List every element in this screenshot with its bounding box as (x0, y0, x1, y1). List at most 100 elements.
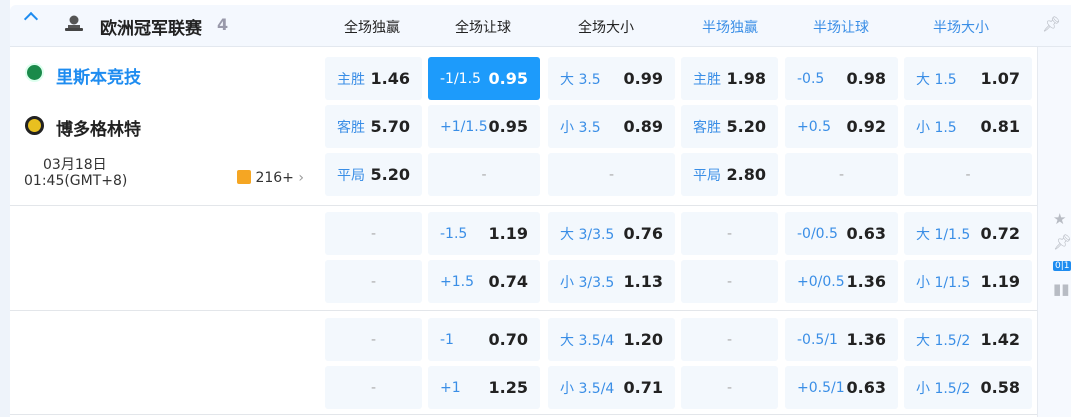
odds-line: +1/1.5 (440, 118, 488, 135)
league-name: 欧洲冠军联赛 (100, 19, 202, 39)
odds-line: -0.5/1 (797, 331, 838, 348)
odds-cell-empty: - (325, 318, 422, 361)
odds-cell[interactable]: 大 3.5 0.99 (548, 57, 675, 100)
odds-value: 1.98 (726, 69, 766, 88)
odds-cell[interactable]: +0.5 0.92 (785, 105, 898, 148)
odds-value: 1.42 (980, 330, 1020, 349)
odds-cell[interactable]: 大 1.5 1.07 (904, 57, 1032, 100)
odds-cell[interactable]: -1/1.5 0.95 (428, 57, 540, 100)
odds-cell[interactable]: 小 1.5/2 0.58 (904, 366, 1032, 409)
odds-cell[interactable]: +1.5 0.74 (428, 260, 540, 303)
more-markets-link[interactable]: 216+ › (237, 170, 304, 186)
odds-cell[interactable]: 小 3/3.5 1.13 (548, 260, 675, 303)
score-badge[interactable]: 0|1 (1053, 261, 1071, 271)
odds-line: 大 3.5 (560, 71, 601, 88)
odds-value: 0.89 (623, 117, 663, 136)
pin-icon[interactable]: 📌︎ (1053, 233, 1071, 251)
odds-line: 大 1.5/2 (916, 332, 971, 349)
home-team-logo (25, 63, 44, 82)
odds-line: +1.5 (440, 273, 474, 290)
odds-value: 1.19 (488, 224, 528, 243)
odds-cell[interactable]: -0.5 0.98 (785, 57, 898, 100)
odds-value: 0.98 (846, 69, 886, 88)
odds-cell[interactable]: 小 3.5/4 0.71 (548, 366, 675, 409)
odds-cell[interactable]: +0.5/1 0.63 (785, 366, 898, 409)
odds-value: 0.58 (980, 378, 1020, 397)
odds-cell[interactable]: 客胜 5.70 (325, 105, 422, 148)
away-team-name[interactable]: 博多格林特 (56, 120, 141, 140)
odds-value: 2.80 (726, 165, 766, 184)
match-time: 01:45(GMT+8) (24, 173, 128, 189)
odds-line: 小 1.5/2 (916, 380, 971, 397)
odds-cell[interactable]: 主胜 1.46 (325, 57, 422, 100)
odds-line: 平局 (693, 167, 721, 184)
odds-line: 小 1.5 (916, 119, 957, 136)
odds-cell[interactable]: 小 1.5 0.81 (904, 105, 1032, 148)
odds-cell[interactable]: 大 3/3.5 0.76 (548, 212, 675, 255)
odds-value: 0.72 (980, 224, 1020, 243)
odds-cell[interactable]: 大 3.5/4 1.20 (548, 318, 675, 361)
odds-value: 5.20 (726, 117, 766, 136)
odds-cell[interactable]: -0/0.5 0.63 (785, 212, 898, 255)
column-header: 半场大小 (933, 20, 989, 36)
odds-line: +0.5 (797, 118, 831, 135)
odds-cell[interactable]: +1/1.5 0.95 (428, 105, 540, 148)
odds-cell[interactable]: 主胜 1.98 (681, 57, 778, 100)
odds-cell[interactable]: -0.5/1 1.36 (785, 318, 898, 361)
odds-cell[interactable]: 平局 2.80 (681, 153, 778, 196)
odds-line: 小 3.5 (560, 119, 601, 136)
odds-cell-empty: - (904, 153, 1032, 196)
odds-line: 小 1/1.5 (916, 274, 971, 291)
odds-value: 5.20 (370, 165, 410, 184)
odds-value: 5.70 (370, 117, 410, 136)
odds-value: 1.36 (846, 272, 886, 291)
odds-value: 1.19 (980, 272, 1020, 291)
odds-value: 1.25 (488, 378, 528, 397)
odds-cell[interactable]: 大 1/1.5 0.72 (904, 212, 1032, 255)
odds-value: 0.95 (488, 117, 528, 136)
odds-cell-empty: - (785, 153, 898, 196)
markets-icon (237, 170, 251, 184)
pin-icon[interactable]: 📌︎ (1042, 15, 1062, 33)
odds-line: -1/1.5 (440, 70, 481, 87)
column-header: 半场让球 (813, 20, 869, 36)
odds-cell-empty: - (681, 260, 778, 303)
stats-icon[interactable]: ▮▮ (1053, 280, 1070, 298)
odds-value: 0.63 (846, 378, 886, 397)
odds-line: 客胜 (693, 119, 721, 136)
odds-cell-empty: - (325, 260, 422, 303)
odds-cell[interactable]: 小 3.5 0.89 (548, 105, 675, 148)
home-team-name[interactable]: 里斯本竞技 (56, 68, 141, 88)
odds-cell-empty: - (681, 318, 778, 361)
odds-value: 0.76 (623, 224, 663, 243)
odds-line: -0/0.5 (797, 225, 838, 242)
odds-cell[interactable]: +0/0.5 1.36 (785, 260, 898, 303)
odds-cell[interactable]: 小 1/1.5 1.19 (904, 260, 1032, 303)
odds-value: 1.20 (623, 330, 663, 349)
match-date: 03月18日 (43, 157, 107, 173)
divider (10, 414, 1037, 415)
odds-cell[interactable]: +1 1.25 (428, 366, 540, 409)
odds-cell-empty: - (681, 212, 778, 255)
column-header: 全场大小 (578, 20, 634, 36)
odds-line: +0.5/1 (797, 379, 845, 396)
odds-line: 小 3/3.5 (560, 274, 615, 291)
column-header: 全场独赢 (344, 20, 400, 36)
odds-line: 主胜 (693, 71, 721, 88)
odds-value: 0.99 (623, 69, 663, 88)
odds-value: 1.07 (980, 69, 1020, 88)
odds-value: 0.81 (980, 117, 1020, 136)
league-match-count: 4 (217, 15, 229, 34)
odds-cell-empty: - (428, 153, 540, 196)
odds-value: 0.70 (488, 330, 528, 349)
odds-cell[interactable]: 客胜 5.20 (681, 105, 778, 148)
odds-cell[interactable]: 平局 5.20 (325, 153, 422, 196)
odds-cell[interactable]: -1.5 1.19 (428, 212, 540, 255)
odds-cell[interactable]: 大 1.5/2 1.42 (904, 318, 1032, 361)
odds-line: 主胜 (337, 71, 365, 88)
star-icon[interactable]: ★ (1053, 210, 1067, 228)
odds-cell[interactable]: -1 0.70 (428, 318, 540, 361)
side-toolbar (1037, 47, 1071, 417)
odds-value: 0.63 (846, 224, 886, 243)
odds-value: 1.13 (623, 272, 663, 291)
